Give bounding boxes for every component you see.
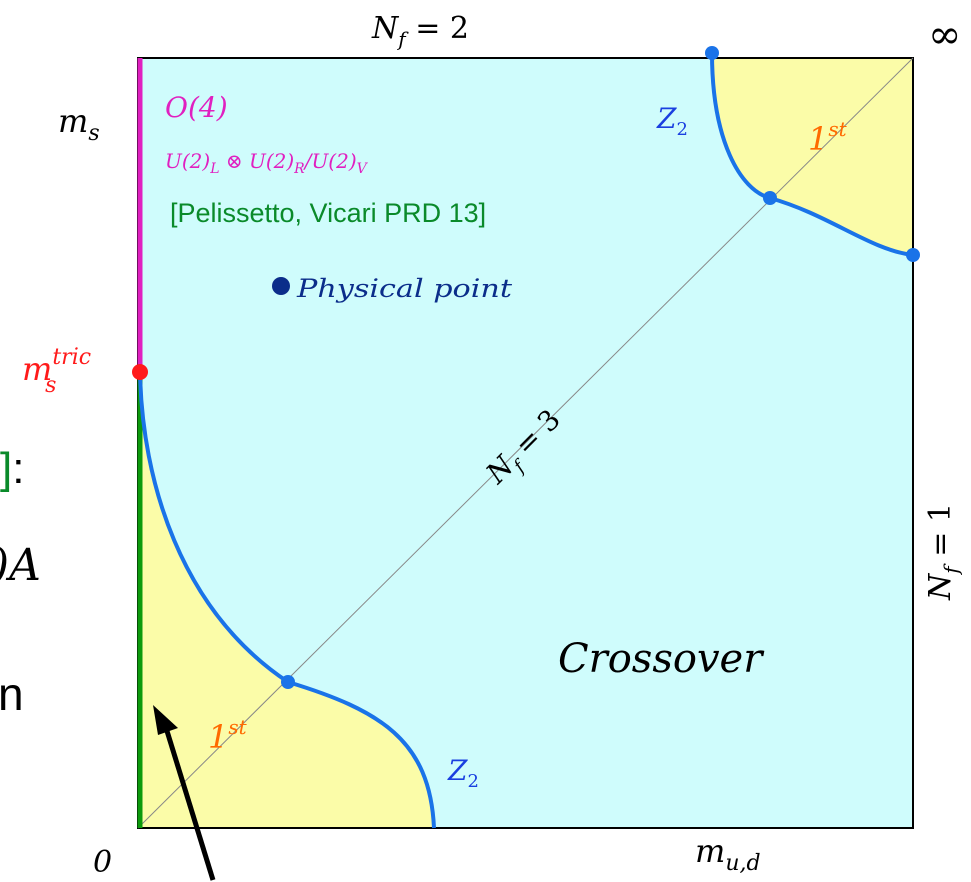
physical-point-marker — [272, 277, 290, 295]
z2-endpoint-top — [705, 46, 719, 60]
first-order-label-bottom: 1st — [208, 715, 248, 756]
z2-label-bottom: Z2 — [447, 754, 479, 792]
z2-endpoint-right — [906, 248, 920, 262]
first-order-region-bottom — [138, 370, 434, 828]
arrow-shaft — [160, 717, 216, 881]
infinity-label: ∞ — [928, 12, 961, 58]
right-nf1-label: Nf = 1 — [923, 503, 963, 601]
svg-text:Nf = 1: Nf = 1 — [923, 503, 963, 601]
z2-diagonal-point-bottom — [281, 675, 295, 689]
top-nf2-label: Nf = 2 — [371, 11, 469, 51]
tricritical-label: mtric s — [22, 345, 91, 398]
diagonal-line — [137, 57, 914, 829]
z2-diagonal-point-top — [763, 191, 777, 205]
physical-point-label: Physical point — [296, 274, 513, 303]
first-order-label-top: 1st — [808, 117, 848, 158]
crossover-label: Crossover — [558, 636, 765, 682]
z2-line-bottom — [138, 371, 436, 829]
fragment-a-subscript: )A — [0, 540, 41, 591]
origin-label: 0 — [93, 845, 112, 880]
arrow-head — [153, 705, 178, 735]
z2-label-top: Z2 — [656, 102, 688, 140]
reference-label: [Pelissetto, Vicari PRD 13] — [170, 198, 486, 228]
o4-label: O(4) — [165, 91, 228, 124]
mud-axis-label: mu,d — [695, 832, 761, 876]
fragment-bracket-colon: ]: — [0, 444, 24, 493]
symmetry-label: U(2)L ⊗ U(2)R/U(2)V — [165, 149, 369, 177]
ms-axis-label: ms — [58, 102, 100, 146]
fragment-letter-n: n — [0, 668, 24, 720]
tricritical-point — [132, 364, 148, 380]
